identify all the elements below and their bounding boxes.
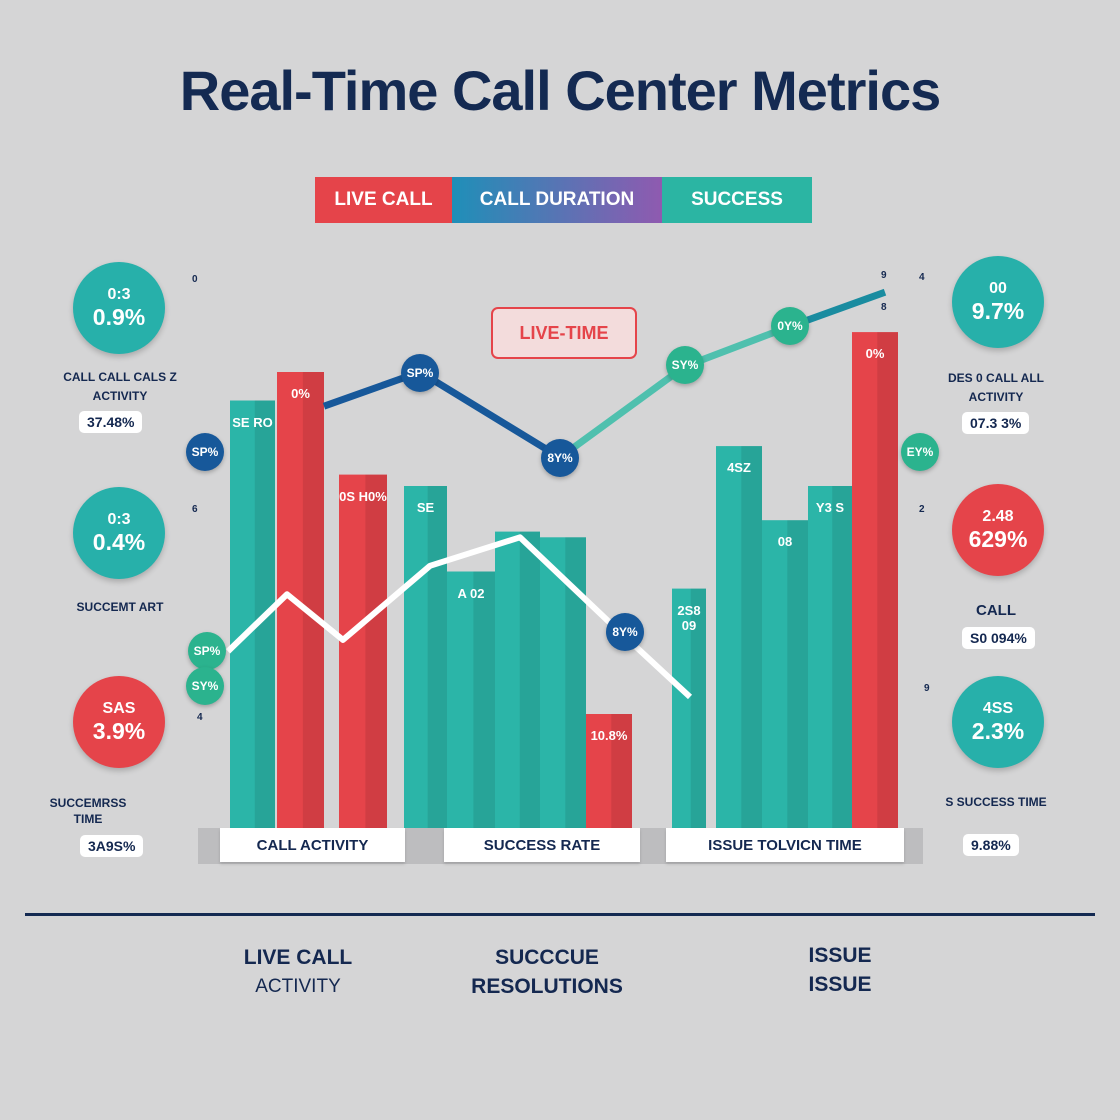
legend-label: CALL DURATION — [479, 189, 635, 210]
kpi-big: 0.4% — [92, 528, 146, 555]
kpi-label: CALL CALL CALS Z ACTIVITY — [63, 370, 177, 403]
bar-shade — [832, 486, 852, 828]
bar-shade — [690, 588, 706, 828]
axis-tick: 9 — [924, 683, 930, 694]
kpi-value: 9.88% — [963, 834, 1019, 856]
bar-shade — [427, 486, 447, 828]
kpi-small: SAS — [102, 699, 136, 717]
kpi-circle: 2.48 629% — [952, 484, 1044, 576]
bar-shade — [611, 714, 632, 828]
axis-tick: 0 — [192, 274, 198, 285]
legend-label: LIVE CALL — [334, 189, 433, 210]
kpi-big: 629% — [968, 525, 1028, 552]
axis-tick: 4 — [919, 272, 925, 283]
kpi-circle: SAS 3.9% — [73, 676, 165, 768]
bottom-line2: RESOLUTIONS — [471, 975, 623, 998]
bar — [447, 571, 495, 828]
kpi-small: 4SS — [982, 699, 1014, 717]
bottom-line2: ISSUE — [808, 973, 872, 996]
axis-tick: 4 — [197, 712, 203, 723]
kpi-circle: 00 9.7% — [952, 256, 1044, 348]
page-title: Real-Time Call Center Metrics — [179, 59, 941, 122]
live-time-tag: LIVE-TIME — [491, 307, 637, 359]
bar — [808, 486, 852, 828]
bar — [540, 537, 586, 828]
bar — [495, 531, 540, 828]
legend-call-duration: CALL DURATION — [452, 177, 662, 223]
kpi-label: S SUCCESS TIME — [945, 795, 1047, 809]
axis-tick: 8 — [881, 302, 887, 313]
kpi-big: 0.9% — [92, 303, 146, 330]
axis-tick: 9 — [881, 270, 887, 281]
kpi-circle: 4SS 2.3% — [952, 676, 1044, 768]
divider — [25, 913, 1095, 916]
bar — [716, 446, 762, 828]
series-line-navy — [322, 368, 562, 461]
series-line-teal-dark — [788, 288, 887, 330]
bar-shade — [787, 520, 808, 828]
kpi-label: DES 0 CALL ALL ACTIVITY — [947, 371, 1044, 404]
kpi-label: SUCCEMRSS TIME — [49, 796, 127, 826]
kpi-circle: 0:3 0.4% — [73, 487, 165, 579]
bar — [762, 520, 808, 828]
kpi-small: 0:3 — [107, 510, 131, 528]
bottom-line1: LIVE CALL — [243, 946, 353, 969]
bar-shade — [741, 446, 762, 828]
bar-shade — [365, 474, 387, 828]
bar-shade — [877, 332, 898, 828]
axis-tick: 2 — [919, 504, 925, 515]
category-call-activity: CALL ACTIVITY — [220, 828, 405, 862]
kpi-big: 3.9% — [92, 717, 146, 744]
bar — [672, 588, 706, 828]
axis-tick: 6 — [192, 504, 198, 515]
bar — [586, 714, 632, 828]
legend-live-call: LIVE CALL — [315, 177, 452, 223]
kpi-label: SUCCEMT ART — [76, 600, 164, 614]
legend-label: SUCCESS — [691, 189, 783, 210]
bottom-label-live-call: LIVE CALL ACTIVITY — [198, 943, 398, 1001]
bottom-label-success: SUCCCUE RESOLUTIONS — [447, 943, 647, 1001]
kpi-small: 0:3 — [107, 285, 131, 303]
category-issue-time: ISSUE TOLVICN TIME — [666, 828, 904, 862]
kpi-big: 9.7% — [971, 297, 1025, 324]
bar-shade — [473, 571, 495, 828]
bottom-line1: ISSUE — [808, 944, 872, 967]
bar — [404, 486, 447, 828]
bottom-label-issue: ISSUE ISSUE — [740, 941, 940, 999]
kpi-small: 00 — [989, 279, 1007, 297]
kpi-value: 07.3 3% — [962, 412, 1030, 434]
bar — [339, 474, 387, 828]
series-line-teal — [557, 323, 792, 461]
bottom-line2: ACTIVITY — [255, 976, 341, 997]
kpi-small: 2.48 — [982, 507, 1014, 525]
kpi-circle: 0:3 0.9% — [73, 262, 165, 354]
bottom-line1: SUCCCUE — [495, 946, 599, 969]
bar-shade — [565, 537, 586, 828]
kpi-big: 2.3% — [971, 717, 1025, 744]
kpi-value: S0 094% — [962, 627, 1035, 649]
kpi-value: 37.48% — [79, 411, 143, 433]
kpi-value: 3A9S% — [80, 835, 144, 857]
category-success-rate: SUCCESS RATE — [444, 828, 640, 862]
legend-success: SUCCESS — [662, 177, 812, 223]
bar-shade — [302, 372, 324, 828]
bar-shade — [519, 531, 540, 828]
kpi-label: CALL — [976, 602, 1016, 619]
bar — [852, 332, 898, 828]
